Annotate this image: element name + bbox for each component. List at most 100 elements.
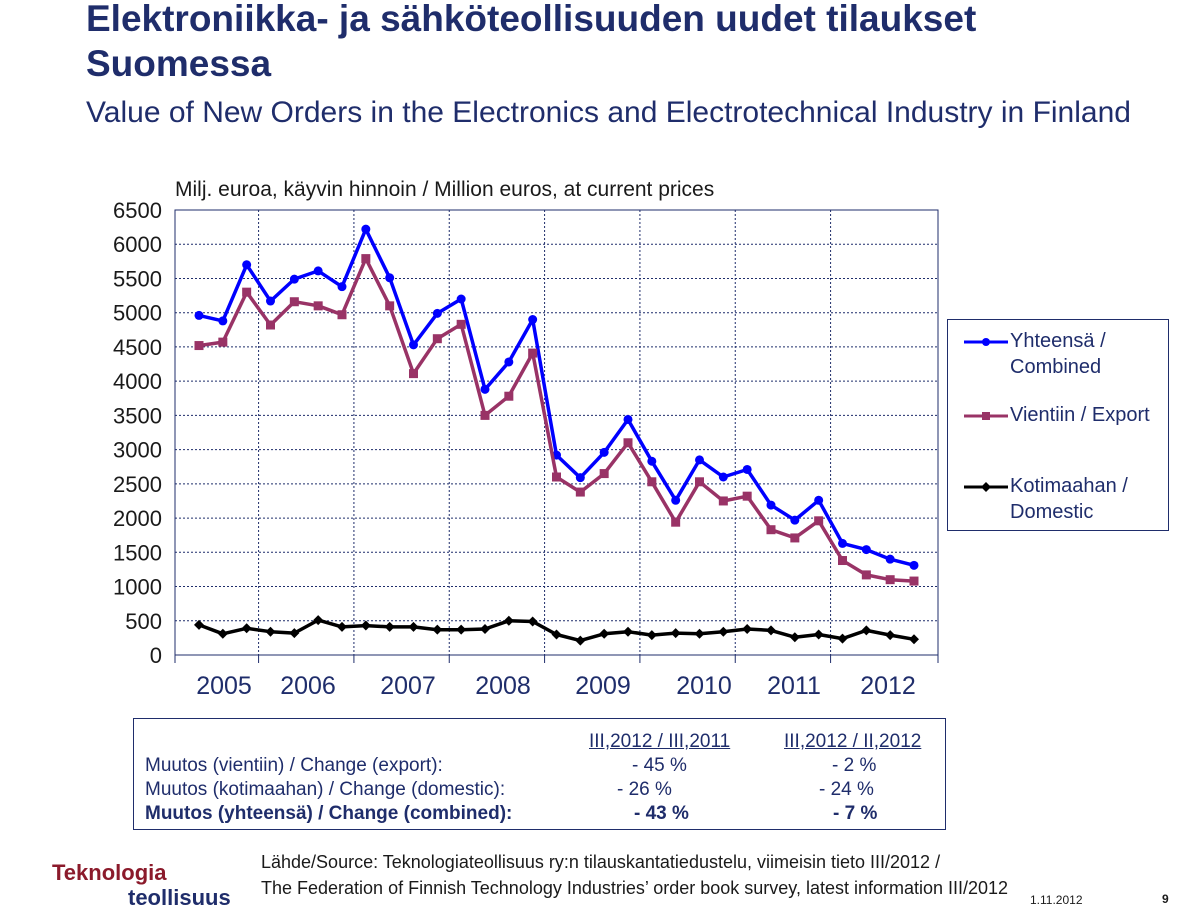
data-point-combined: [432, 308, 442, 318]
table-row-export-yoy: - 45 %: [632, 755, 687, 776]
logo-line-2: teollisuus: [128, 885, 231, 910]
data-point-domestic: [337, 621, 347, 632]
data-point-export: [695, 477, 704, 487]
y-tick-label: 1500: [113, 540, 162, 565]
data-point-domestic: [551, 629, 562, 640]
table-row-combined-qoq: - 7 %: [833, 803, 878, 824]
data-point-domestic: [313, 615, 324, 626]
x-tick-label-2011: 2011: [767, 672, 821, 700]
data-point-domestic: [599, 628, 610, 639]
y-tick-label: 5000: [113, 301, 162, 326]
data-point-domestic: [194, 619, 204, 630]
data-point-combined: [909, 560, 919, 570]
x-tick-label-2010: 2010: [676, 672, 732, 700]
x-tick-label-2012: 2012: [860, 672, 916, 700]
table-header-yoy: III,2012 / III,2011: [589, 731, 731, 752]
data-point-export: [766, 525, 776, 535]
data-point-domestic: [718, 626, 729, 637]
data-point-export: [313, 301, 323, 311]
data-point-domestic: [813, 629, 824, 640]
data-point-export: [909, 576, 919, 586]
series-line-combined: [198, 227, 915, 567]
data-point-domestic: [909, 634, 919, 645]
data-point-export: [647, 477, 657, 487]
series-line-export: [198, 256, 915, 583]
data-point-domestic: [766, 625, 776, 636]
data-point-domestic: [265, 626, 276, 637]
data-point-export: [504, 391, 514, 401]
legend-label-combined: Yhteensä / Combined: [1010, 330, 1106, 378]
table-row-combined-label: Muutos (yhteensä) / Change (combined):: [145, 803, 513, 824]
y-tick-label: 4500: [113, 335, 162, 360]
data-point-combined: [266, 296, 275, 306]
x-tick-label-2008: 2008: [475, 672, 531, 700]
table-row-combined-yoy: - 43 %: [634, 803, 689, 824]
data-point-export: [861, 570, 871, 580]
data-point-combined: [194, 310, 204, 320]
data-point-domestic: [742, 623, 753, 634]
data-point-domestic: [360, 620, 371, 631]
data-point-combined: [575, 473, 585, 483]
data-point-export: [337, 310, 347, 320]
data-point-combined: [718, 472, 728, 482]
x-tick-label-2007: 2007: [380, 672, 436, 700]
data-point-domestic: [575, 635, 586, 646]
data-point-combined: [313, 266, 323, 276]
data-point-export: [528, 348, 538, 358]
data-point-domestic: [241, 623, 252, 634]
data-point-domestic: [623, 626, 633, 637]
data-point-export: [885, 575, 895, 585]
table-header-qoq: III,2012 / II,2012: [784, 731, 922, 752]
data-point-combined: [695, 455, 704, 465]
data-point-export: [814, 516, 824, 526]
data-point-export: [623, 438, 633, 448]
table-row-domestic-yoy: - 26 %: [617, 779, 672, 800]
data-point-combined: [599, 447, 609, 457]
y-tick-label: 500: [125, 609, 162, 634]
y-tick-label: 3500: [113, 403, 162, 428]
data-point-domestic: [503, 615, 514, 626]
data-point-domestic: [217, 628, 228, 639]
x-tick-label-2006: 2006: [280, 672, 336, 700]
data-point-combined: [671, 495, 681, 505]
data-point-domestic: [670, 628, 681, 639]
table-row-domestic-label: Muutos (kotimaahan) / Change (domestic):: [145, 779, 506, 800]
source-line-1: Lähde/Source: Teknologiateollisuus ry:n …: [261, 852, 941, 872]
legend-marker-domestic: [964, 482, 1008, 492]
data-point-domestic: [527, 616, 538, 627]
y-tick-label: 6500: [113, 198, 162, 223]
data-point-combined: [504, 357, 514, 367]
data-point-domestic: [384, 621, 395, 632]
data-point-export: [242, 287, 252, 297]
data-point-export: [432, 334, 442, 344]
data-point-export: [456, 319, 466, 329]
source-line-2: The Federation of Finnish Technology Ind…: [261, 878, 1009, 898]
data-point-combined: [218, 316, 228, 326]
data-point-export: [575, 487, 585, 497]
data-point-export: [409, 369, 418, 379]
data-point-domestic: [861, 625, 872, 636]
y-tick-label: 1000: [113, 575, 162, 600]
data-point-export: [289, 297, 299, 307]
data-point-domestic: [885, 630, 896, 641]
data-point-domestic: [456, 624, 467, 635]
y-tick-label: 3000: [113, 438, 162, 463]
y-tick-label: 2500: [113, 472, 162, 497]
data-point-domestic: [789, 632, 800, 643]
source-note: Lähde/Source: Teknologiateollisuus ry:n …: [261, 849, 1008, 901]
y-tick-label: 4000: [113, 369, 162, 394]
data-point-domestic: [694, 628, 705, 639]
data-point-combined: [647, 456, 657, 466]
data-point-combined: [790, 515, 800, 525]
data-point-domestic: [408, 621, 419, 632]
data-point-combined: [242, 260, 252, 270]
data-point-combined: [885, 554, 895, 564]
data-point-combined: [861, 545, 871, 555]
legend-marker-export: [964, 412, 1008, 420]
x-tick-label-2009: 2009: [575, 672, 631, 700]
table-row-domestic-qoq: - 24 %: [819, 779, 874, 800]
data-point-export: [838, 556, 847, 566]
data-point-combined: [742, 464, 752, 474]
change-summary-table: III,2012 / III,2011 III,2012 / II,2012 M…: [133, 718, 946, 830]
data-point-export: [790, 533, 800, 543]
